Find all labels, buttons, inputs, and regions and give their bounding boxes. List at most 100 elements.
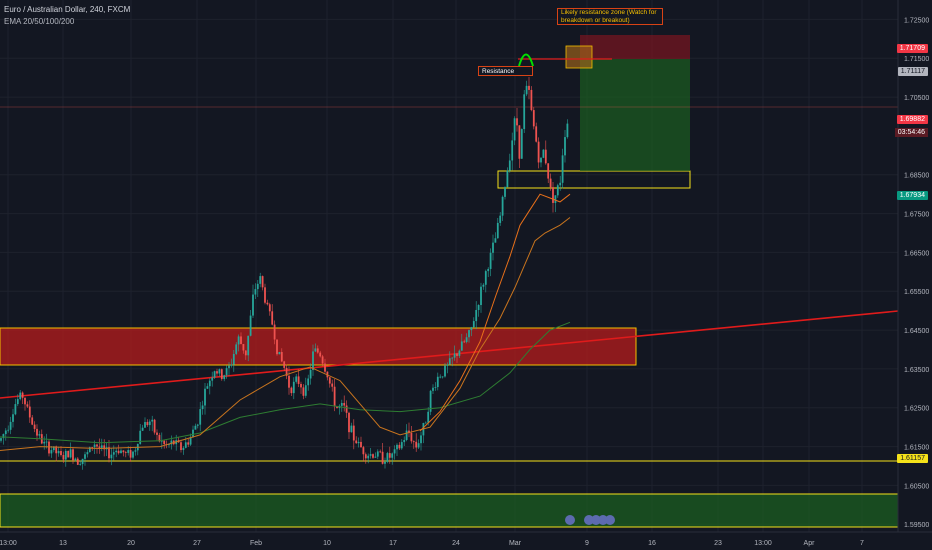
support-zone[interactable] bbox=[0, 493, 899, 528]
price-axis[interactable]: 1.72500 1.71500 1.70500 1.68500 1.67500 1.665… bbox=[904, 17, 929, 529]
candle-body bbox=[110, 454, 113, 459]
candle-body bbox=[259, 276, 262, 284]
time-axis[interactable]: 13:00 13 20 27 Feb 10 17 24 Mar 9 16 23 13:00 Apr 7 bbox=[0, 540, 864, 547]
candle-body bbox=[470, 327, 473, 331]
candle-body bbox=[292, 381, 295, 394]
candle-body bbox=[160, 440, 163, 442]
candle-body bbox=[156, 432, 158, 435]
candle-body bbox=[312, 351, 314, 370]
candle-body bbox=[84, 454, 86, 459]
event-icon[interactable] bbox=[565, 515, 575, 525]
resistance-marker-box[interactable] bbox=[565, 45, 593, 69]
candle-body bbox=[540, 157, 542, 163]
candle-body bbox=[362, 447, 365, 455]
candle-body bbox=[307, 378, 310, 386]
time-tick-label: 7 bbox=[860, 540, 864, 547]
candle-body bbox=[564, 137, 566, 156]
candle-body bbox=[76, 458, 79, 465]
candle-body bbox=[16, 399, 19, 405]
time-tick-label: 13:00 bbox=[0, 540, 17, 547]
ema-20-line[interactable] bbox=[419, 193, 571, 432]
candle-body bbox=[79, 464, 82, 465]
event-icon[interactable] bbox=[584, 515, 594, 525]
candle-body bbox=[295, 376, 298, 382]
candle-body bbox=[446, 364, 449, 366]
candle-body bbox=[554, 195, 557, 203]
candle-body bbox=[182, 447, 185, 450]
candle-body bbox=[549, 178, 552, 188]
candle-body bbox=[381, 451, 384, 464]
candle-body bbox=[201, 405, 204, 410]
candle-body bbox=[194, 425, 197, 430]
price-tick-label: 1.62500 bbox=[904, 406, 929, 413]
trendline[interactable] bbox=[0, 310, 899, 399]
candle-body bbox=[230, 364, 233, 366]
candle-body bbox=[28, 406, 31, 418]
candle-body bbox=[33, 424, 36, 429]
ema-200-line[interactable] bbox=[0, 321, 571, 444]
time-tick-label: 16 bbox=[648, 540, 656, 547]
candle-body bbox=[45, 441, 48, 443]
candle-body bbox=[465, 337, 468, 342]
candle-body bbox=[487, 268, 490, 272]
candle-body bbox=[547, 163, 550, 179]
candle-body bbox=[108, 447, 110, 459]
candle-body bbox=[223, 375, 226, 380]
candle-body bbox=[314, 348, 317, 352]
candle-body bbox=[506, 170, 509, 188]
ema-50-line[interactable] bbox=[0, 217, 571, 451]
candle-body bbox=[48, 441, 50, 454]
candle-body bbox=[408, 430, 410, 433]
candle-body bbox=[288, 375, 290, 388]
candle-body bbox=[170, 440, 173, 445]
price-tick-label: 1.70500 bbox=[904, 95, 929, 102]
event-icon[interactable] bbox=[591, 515, 601, 525]
candle-body bbox=[208, 380, 211, 387]
long-target-zone[interactable] bbox=[580, 59, 690, 171]
candle-body bbox=[482, 284, 485, 287]
candle-body bbox=[297, 376, 300, 384]
candle-body bbox=[163, 440, 166, 445]
candle-body bbox=[468, 330, 470, 338]
price-tick-label: 1.64500 bbox=[904, 328, 929, 335]
event-markers bbox=[565, 515, 615, 525]
candle-body bbox=[336, 406, 338, 408]
price-tick-label: 1.68500 bbox=[904, 173, 929, 180]
candle-body bbox=[122, 450, 125, 453]
candle-body bbox=[144, 422, 146, 428]
candle-body bbox=[463, 341, 466, 343]
candle-body bbox=[153, 419, 156, 433]
candle-body bbox=[556, 185, 559, 196]
candle-body bbox=[501, 196, 504, 216]
indicator-label[interactable]: EMA 20/50/100/200 bbox=[4, 17, 75, 26]
candle-body bbox=[333, 386, 336, 407]
candle-body bbox=[420, 435, 422, 444]
candle-body bbox=[316, 348, 319, 353]
candle-body bbox=[434, 387, 437, 388]
candle-body bbox=[369, 454, 372, 456]
candle-body bbox=[276, 339, 278, 355]
candle-body bbox=[187, 442, 190, 445]
candle-body bbox=[57, 451, 60, 454]
candle-body bbox=[38, 434, 41, 436]
price-label: 1.71117 bbox=[897, 67, 928, 77]
candle-body bbox=[393, 449, 396, 454]
long-stop-zone[interactable] bbox=[580, 35, 690, 59]
candle-body bbox=[388, 453, 391, 458]
candle-body bbox=[451, 357, 454, 359]
candle-body bbox=[280, 352, 283, 362]
candle-body bbox=[91, 447, 94, 448]
time-tick-label: 10 bbox=[323, 540, 331, 547]
ema-lines bbox=[0, 193, 571, 451]
candle-body bbox=[98, 446, 101, 448]
candle-body bbox=[235, 344, 238, 354]
event-icon[interactable] bbox=[598, 515, 608, 525]
candle-body bbox=[324, 363, 326, 372]
price-tick-label: 1.60500 bbox=[904, 483, 929, 490]
candle-body bbox=[360, 441, 362, 448]
event-icon[interactable] bbox=[605, 515, 615, 525]
candle-body bbox=[139, 430, 142, 444]
candle-body bbox=[232, 353, 235, 365]
